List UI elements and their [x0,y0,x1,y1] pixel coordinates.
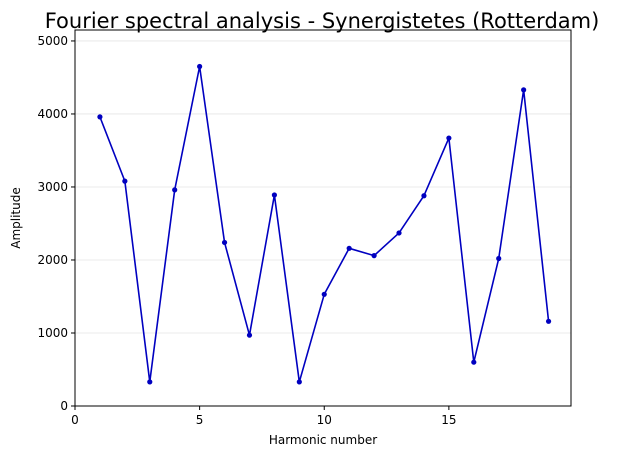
data-point [545,318,552,324]
data-point [396,230,402,236]
x-tick-label: 15 [441,413,456,427]
x-tick-label: 10 [317,413,332,427]
data-point [346,245,352,251]
data-point [371,253,377,259]
chart-title: Fourier spectral analysis - Synergistete… [45,9,600,33]
data-point [446,135,452,141]
plot-frame [74,29,572,407]
data-point [471,359,477,365]
grid-layer [75,40,571,407]
axes-layer: 0 1000 2000 3000 4000 5000 0 5 10 15 [37,29,572,427]
data-point [97,114,103,120]
data-point [172,187,178,193]
y-tick-label: 3000 [37,180,68,194]
data-point [197,63,203,70]
x-axis-label: Harmonic number [269,433,377,447]
data-point [521,87,527,93]
y-tick-label: 2000 [37,253,68,267]
data-point [321,291,327,297]
series-layer [97,63,552,385]
y-tick-label: 1000 [37,326,68,340]
data-point [122,178,128,184]
y-tick-label: 0 [60,399,68,413]
y-tick-label: 5000 [37,34,68,48]
data-point [296,379,302,385]
x-tick-label: 0 [71,413,79,427]
y-axis-label: Amplitude [9,187,23,249]
data-point [421,193,427,199]
data-point [246,332,253,338]
data-point [221,239,228,246]
y-tick-label: 4000 [37,107,68,121]
data-point [271,192,277,198]
data-point [147,379,153,385]
x-tick-label: 5 [196,413,204,427]
data-point [496,255,502,262]
